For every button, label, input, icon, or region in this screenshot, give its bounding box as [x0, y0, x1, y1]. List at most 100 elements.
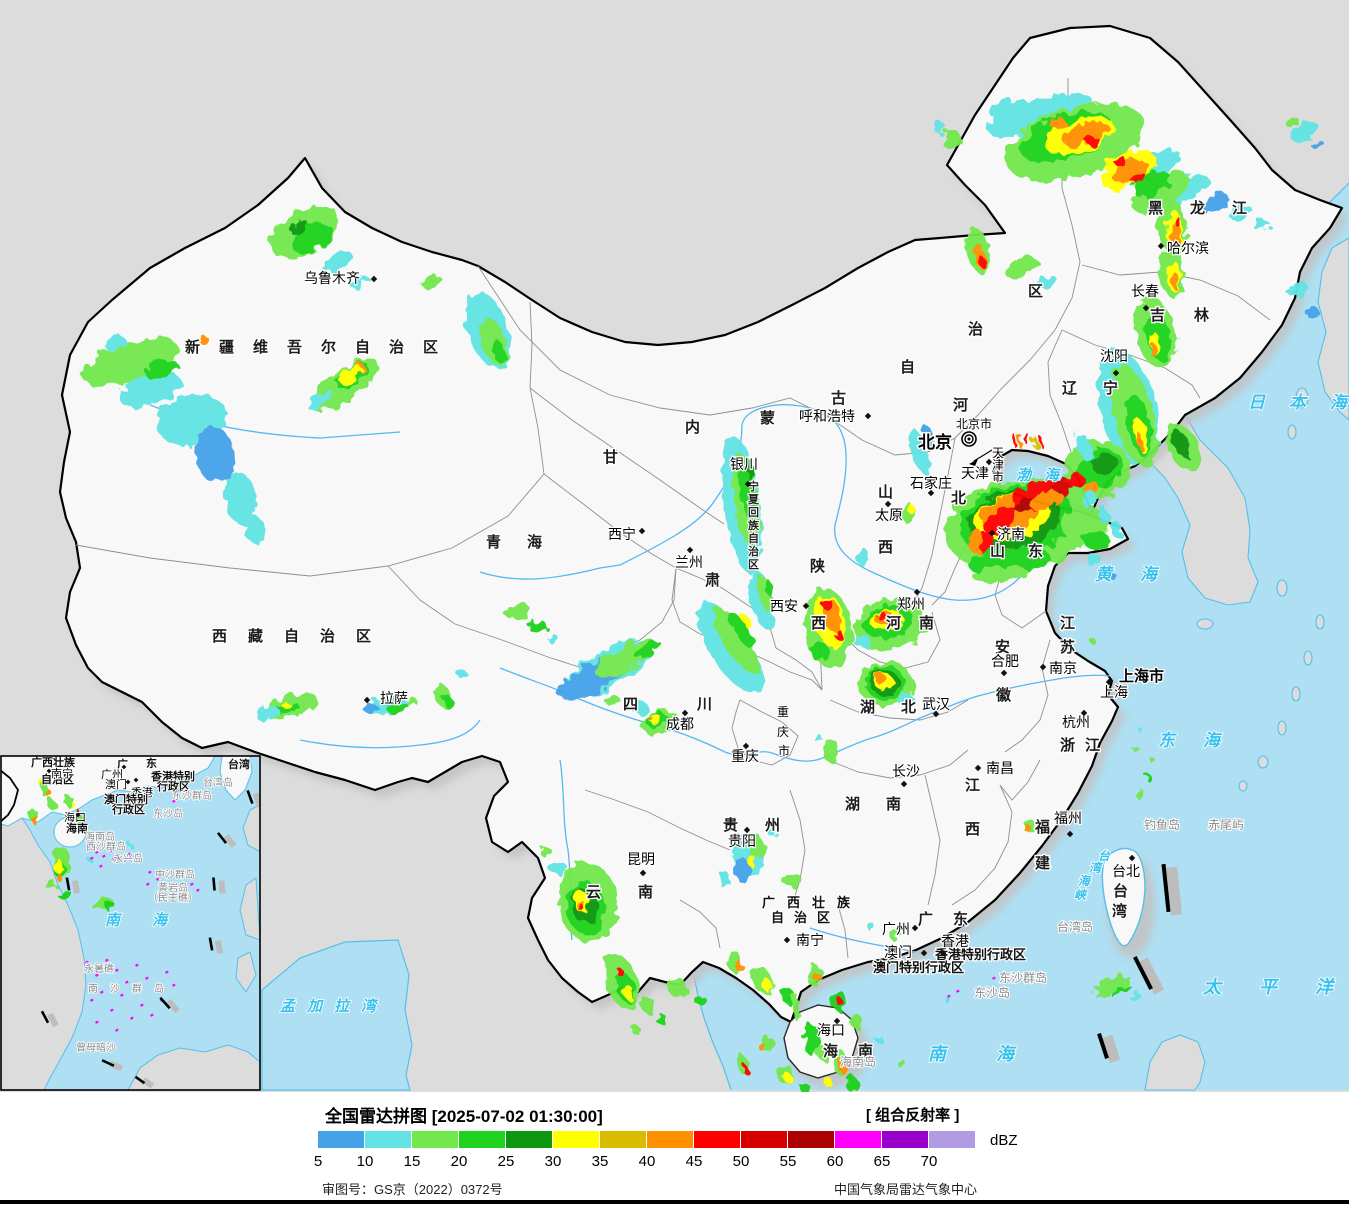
- radar-cell: [82, 337, 178, 387]
- province-label: 苏: [1060, 638, 1075, 656]
- legend-tick: 35: [591, 1153, 609, 1170]
- radar-cell: [256, 707, 280, 721]
- province-label: 自治区: [771, 910, 840, 925]
- radar-cell: [1285, 116, 1299, 128]
- island-marker: [162, 870, 166, 874]
- radar-cell: [1035, 275, 1057, 289]
- province-label: 河: [953, 396, 968, 414]
- province-label: 新疆维吾尔自治区: [185, 338, 457, 356]
- municipality-label: 市: [992, 469, 1004, 484]
- dash-segment: [1097, 1033, 1109, 1059]
- city-label: 成都: [666, 716, 694, 732]
- radar-cell: [119, 372, 181, 408]
- radar-cell: [1099, 507, 1109, 523]
- radar-cell: [748, 855, 756, 867]
- municipality-label: 天: [992, 446, 1004, 460]
- taiwan-island: [1101, 847, 1146, 947]
- dash-segment: [40, 1010, 50, 1024]
- province-label: 广西壮族: [762, 895, 862, 910]
- city-label: 哈尔滨: [1167, 240, 1209, 256]
- capital-label: 北京: [918, 432, 952, 452]
- radar-cell: [442, 695, 454, 709]
- tianjin-arrow: [969, 449, 993, 466]
- legend-swatch: [882, 1131, 928, 1148]
- radar-cell: [505, 603, 531, 621]
- radar-cell: [934, 122, 946, 134]
- radar-cell: [57, 874, 63, 882]
- city-label: 乌鲁木齐: [304, 270, 360, 286]
- radar-cell: [782, 988, 794, 1004]
- radar-cell: [943, 129, 961, 151]
- radar-echo-layer: [82, 93, 1324, 1092]
- radar-cell: [44, 879, 56, 889]
- radar-cell: [1083, 481, 1099, 493]
- island-marker: [172, 799, 176, 803]
- radar-cell: [1130, 993, 1142, 1001]
- island-marker: [165, 970, 169, 974]
- city-dot: [911, 924, 919, 932]
- city-dot: [681, 709, 689, 717]
- legend-swatch: [553, 1131, 599, 1148]
- island-marker: [85, 960, 89, 964]
- province-label: 治: [748, 544, 759, 558]
- radar-cell: [812, 641, 828, 663]
- inset-indochina: [1, 817, 87, 1090]
- city-dot: [913, 588, 921, 596]
- radar-cell: [1130, 171, 1190, 213]
- legend-tick: 70: [920, 1153, 938, 1170]
- city-label: 南昌: [986, 760, 1014, 776]
- radar-cell: [1014, 497, 1036, 513]
- province-label: 蒙: [760, 409, 775, 427]
- municipality-label: 津: [992, 458, 1004, 472]
- province-label: 山: [878, 484, 893, 501]
- island-marker: [119, 993, 124, 997]
- radar-cell: [223, 472, 257, 524]
- radar-cell: [907, 503, 913, 513]
- island-marker: [130, 1016, 134, 1020]
- dash-shadow: [47, 1012, 59, 1028]
- city-dot: [920, 949, 928, 957]
- radar-cell: [292, 222, 332, 254]
- radar-cell: [1013, 435, 1017, 447]
- municipality-label: 上海市: [1119, 667, 1164, 685]
- radar-cell: [1089, 637, 1095, 643]
- dash-shadow: [141, 1077, 155, 1089]
- radar-cell: [492, 339, 506, 365]
- island-marker: [100, 990, 104, 994]
- radar-cell: [734, 858, 750, 882]
- inset-city-dot: [121, 764, 127, 770]
- radar-cell: [1033, 436, 1037, 448]
- inset-label: 行政区: [111, 802, 145, 816]
- dash-segment: [216, 832, 228, 844]
- province-label: 福: [1034, 818, 1050, 836]
- city-dot: [1142, 304, 1150, 312]
- city-dot: [363, 696, 371, 704]
- city-label: 西安: [770, 598, 798, 614]
- city-dot: [744, 480, 752, 488]
- sea-label: 渤海: [1016, 467, 1072, 484]
- radar-cell: [804, 1024, 820, 1056]
- province-label: 河南: [886, 614, 952, 632]
- island-label: 东沙岛: [974, 985, 1010, 1000]
- radar-cell: [28, 809, 38, 821]
- legend-tick: 40: [638, 1153, 656, 1170]
- radar-cell: [104, 902, 116, 910]
- inset-label: 香港: [131, 786, 153, 799]
- dash-shadow: [166, 998, 180, 1014]
- inset-vietnam-border: [1, 769, 19, 823]
- island-marker: [112, 856, 116, 860]
- legend-swatch: [459, 1131, 505, 1148]
- radar-cell: [631, 702, 649, 714]
- dash-segment: [246, 789, 254, 805]
- radar-cell: [1134, 432, 1144, 450]
- radar-cell: [128, 843, 132, 847]
- city-label: 兰州: [675, 554, 703, 570]
- island-marker: [95, 1020, 99, 1024]
- sea-label: 日本海: [1248, 393, 1349, 412]
- radar-cell: [972, 565, 1028, 583]
- radar-cell: [387, 701, 409, 715]
- radar-cell: [540, 847, 552, 857]
- island-marker: [155, 877, 160, 881]
